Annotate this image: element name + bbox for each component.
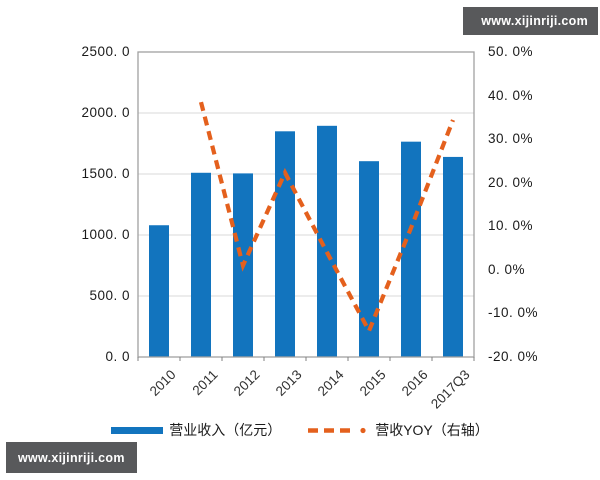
bar-2015 [359, 161, 379, 357]
left-axis-tick-label: 0. 0 [105, 349, 130, 364]
legend-label-revenue: 营业收入（亿元） [169, 422, 282, 438]
right-axis-tick-label: 20. 0% [488, 174, 534, 190]
bar-2010 [149, 225, 169, 357]
bar-2014 [317, 125, 337, 357]
right-axis-tick-label: -10. 0% [488, 305, 539, 321]
watermark-top-right: www.xijinriji.com [463, 7, 598, 35]
left-axis-tick-label: 1000. 0 [81, 227, 130, 242]
watermark-text: www.xijinriji.com [481, 14, 588, 28]
bar-2016 [401, 141, 421, 357]
left-axis-tick-label: 500. 0 [89, 288, 130, 303]
left-axis-tick-label: 2500. 0 [81, 44, 130, 59]
right-axis-tick-label: -20. 0% [488, 349, 539, 364]
right-axis-tick-label: 10. 0% [488, 218, 534, 234]
legend-item-revenue: 营业收入（亿元） [111, 420, 281, 440]
bar-2017Q3 [443, 156, 463, 357]
right-axis-tick-label: 30. 0% [488, 131, 534, 147]
bar-2011 [191, 172, 211, 357]
right-axis-tick-label: 40. 0% [488, 87, 534, 103]
legend-label-yoy: 营收YOY（右轴） [375, 422, 489, 438]
right-axis-tick-label: 0. 0% [488, 261, 526, 277]
left-axis-tick-label: 1500. 0 [81, 166, 130, 181]
right-axis-tick-label: 50. 0% [488, 44, 534, 59]
bar-swatch-icon [111, 426, 164, 434]
watermark-bottom-left: www.xijinriji.com [6, 442, 137, 473]
bar-2013 [275, 131, 295, 357]
chart-legend: 营业收入（亿元） 营收YOY（右轴） [0, 419, 600, 441]
watermark-text: www.xijinriji.com [18, 450, 125, 465]
dashed-line-icon [308, 427, 366, 433]
left-axis-tick-label: 2000. 0 [81, 105, 130, 120]
plot-frame [137, 51, 475, 358]
legend-item-yoy: 营收YOY（右轴） [307, 420, 489, 440]
yoy-line [198, 101, 455, 336]
